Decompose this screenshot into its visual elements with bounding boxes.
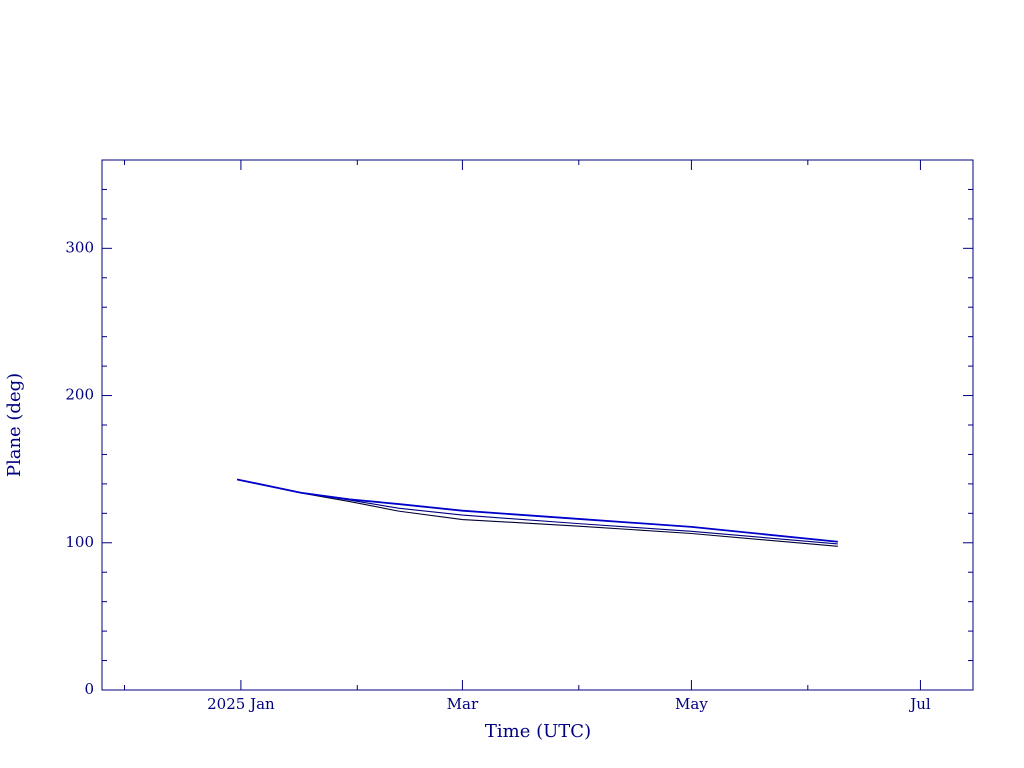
x-tick-label: May [675,695,708,713]
x-axis-title: Time (UTC) [485,721,591,742]
y-axis-title: Plane (deg) [4,373,25,477]
y-tick-label: 100 [65,533,94,551]
x-tick-label: Jul [908,695,931,713]
y-tick-label: 300 [65,238,94,256]
data-line [236,478,838,543]
x-tick-label: 2025 Jan [207,695,275,713]
plot-frame [101,159,974,691]
y-tick-label: 200 [65,386,94,404]
x-tick-label: Mar [447,695,479,713]
y-tick-label: 0 [84,680,94,698]
data-line [237,478,838,545]
